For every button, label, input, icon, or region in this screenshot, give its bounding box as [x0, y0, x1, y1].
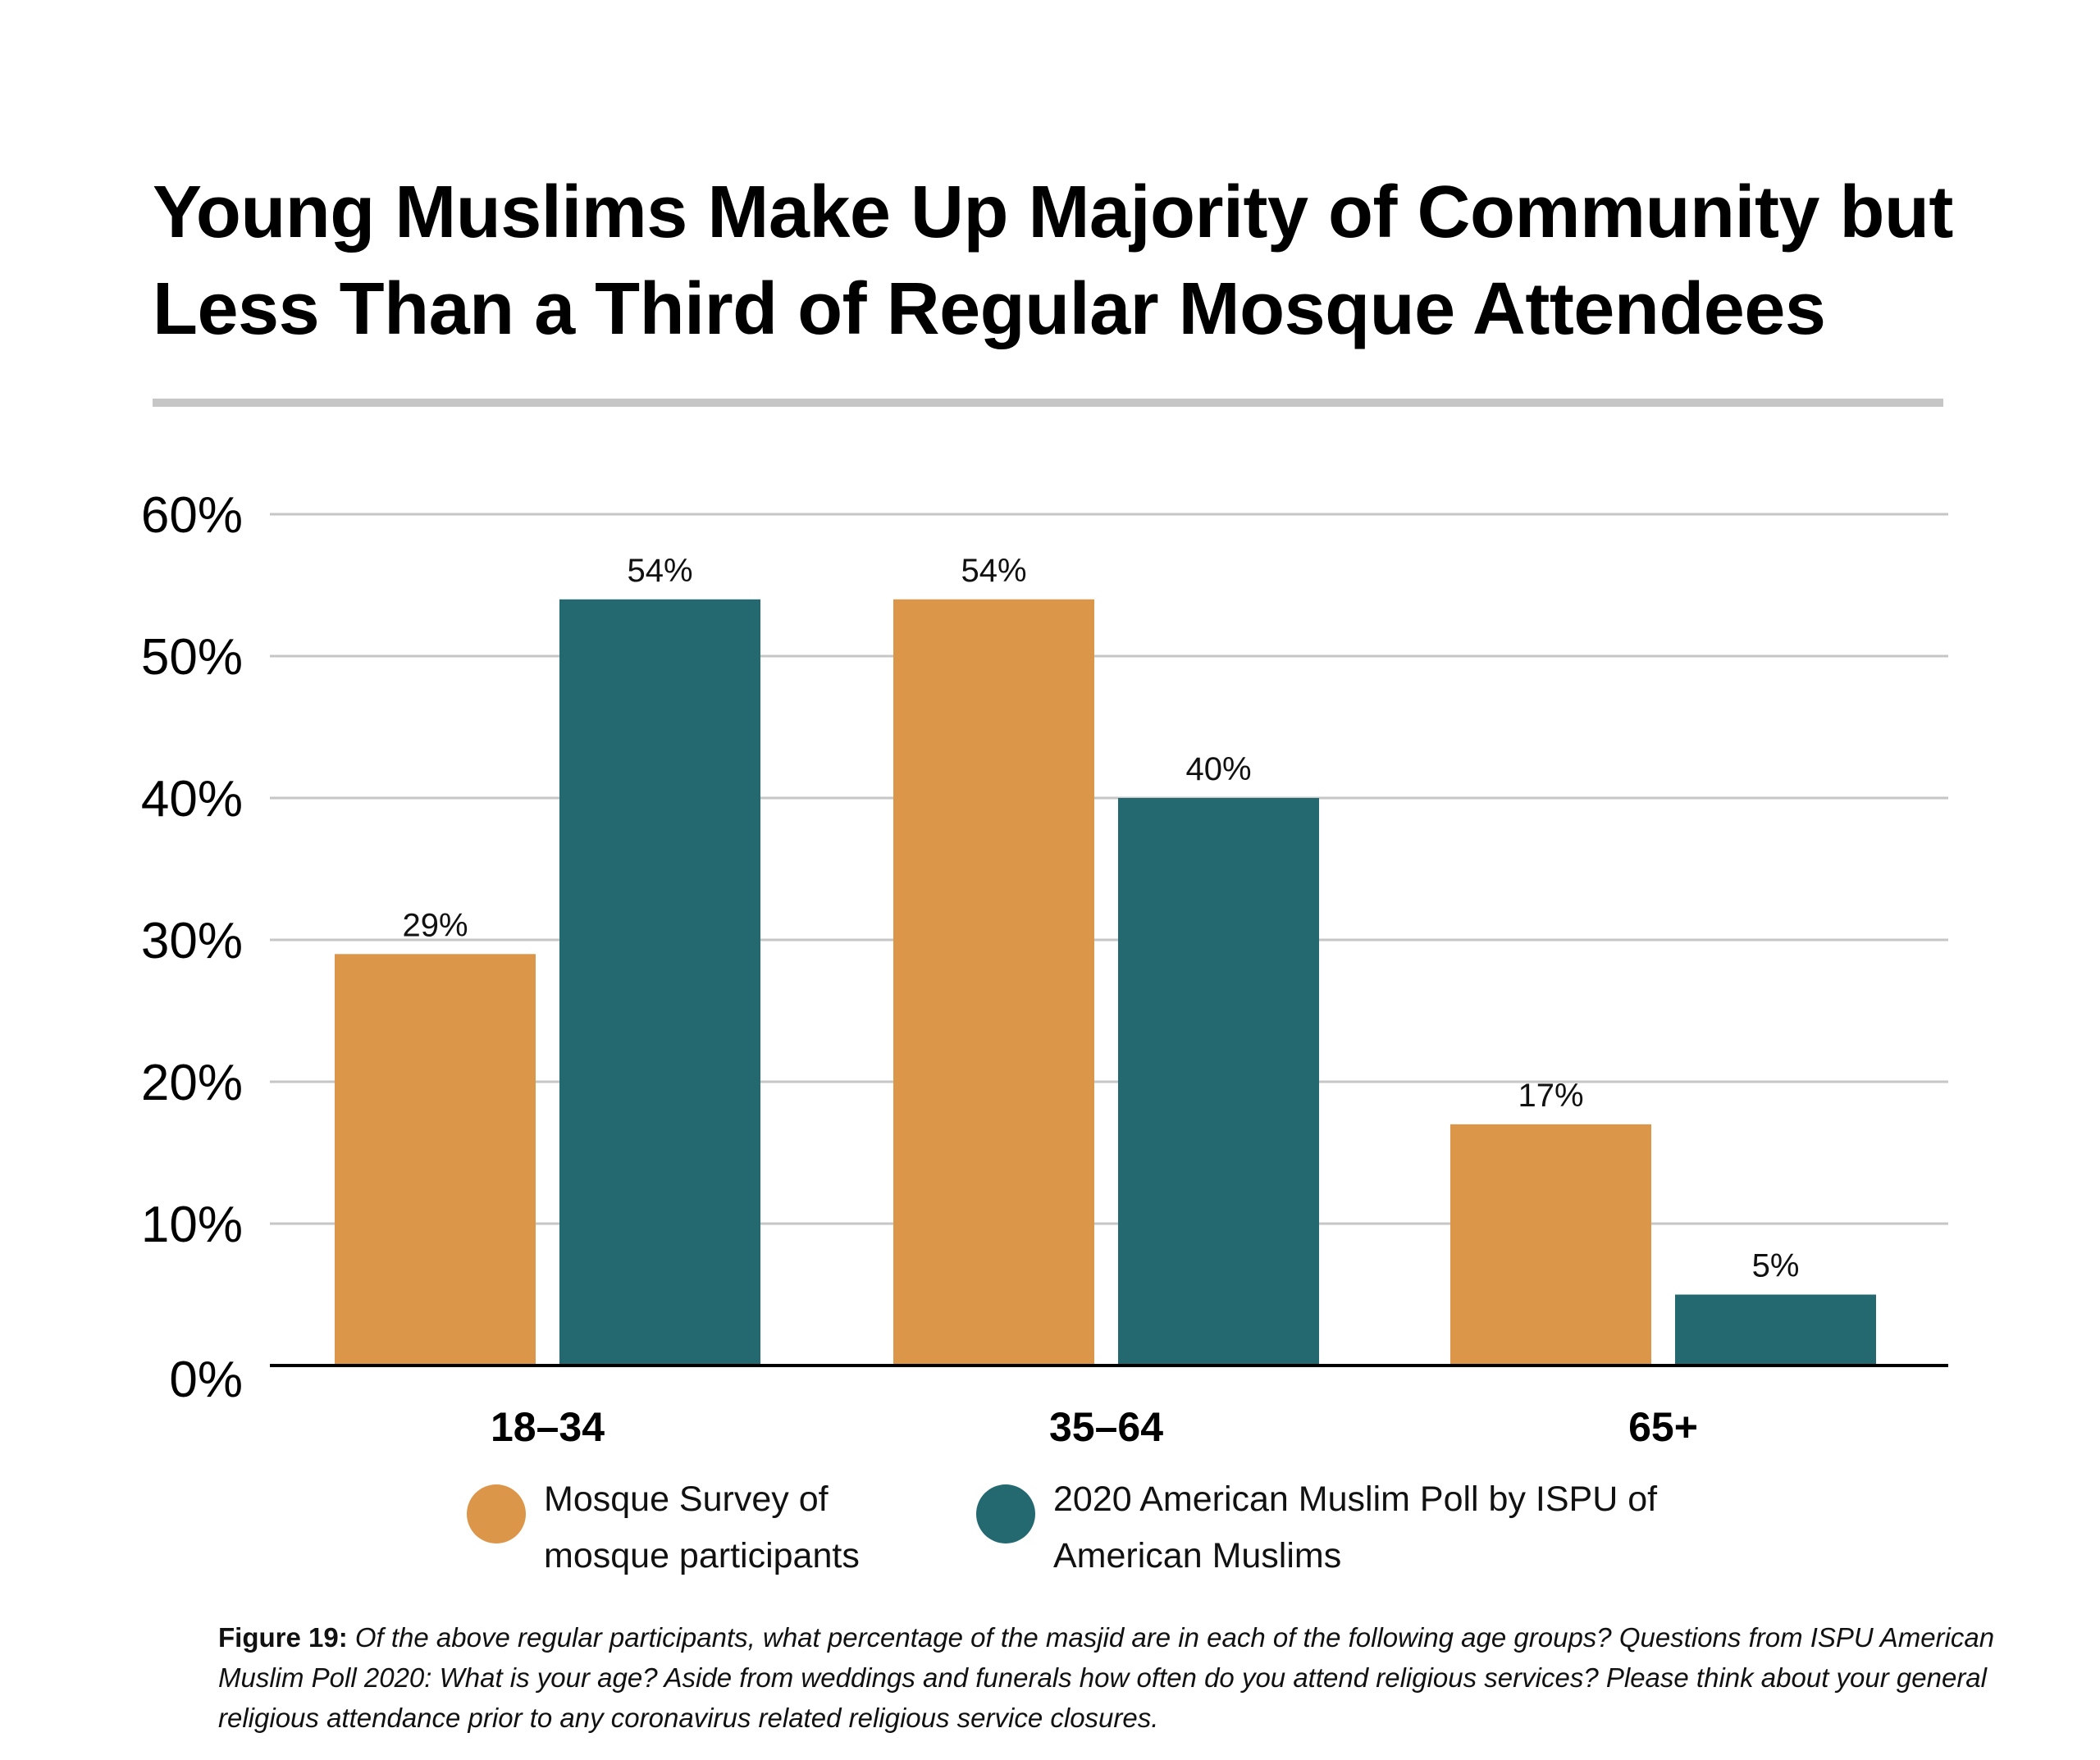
y-tick-label: 10%: [141, 1197, 243, 1253]
legend: Mosque Survey of mosque participants 202…: [0, 1476, 2100, 1599]
x-tick-label: 35–64: [1049, 1404, 1163, 1450]
bar-value-label: 29%: [402, 907, 468, 943]
bar-value-label: 17%: [1518, 1078, 1583, 1114]
bar-chart: 0% 10% 20% 30% 40% 50% 60% 29% 54% 54% 40% 17% 5% 1…: [141, 487, 1948, 1450]
gridlines: [270, 513, 1948, 1225]
legend-label: 2020 American Muslim Poll by ISPU of Ame…: [1053, 1471, 1657, 1584]
bars: [335, 599, 1876, 1366]
y-axis-ticks: 0% 10% 20% 30% 40% 50% 60%: [141, 487, 243, 1408]
bar-value-label: 40%: [1185, 751, 1251, 787]
legend-item-mosque-survey: Mosque Survey of mosque participants: [467, 1476, 860, 1584]
bar-ispu-poll: [1118, 798, 1319, 1366]
bar-mosque-survey: [1450, 1124, 1651, 1366]
legend-label-line: American Muslims: [1053, 1536, 1342, 1575]
legend-label: Mosque Survey of mosque participants: [544, 1471, 860, 1584]
legend-swatch-mosque-survey: [467, 1484, 526, 1543]
chart-title-line-1: Young Muslims Make Up Majority of Commun…: [153, 171, 1953, 253]
bar-value-label: 54%: [961, 553, 1026, 589]
y-tick-label: 40%: [141, 771, 243, 828]
legend-label-line: mosque participants: [544, 1536, 860, 1575]
legend-item-ispu-poll: 2020 American Muslim Poll by ISPU of Ame…: [976, 1476, 1657, 1584]
x-tick-label: 18–34: [491, 1404, 605, 1450]
legend-swatch-ispu-poll: [976, 1484, 1035, 1543]
x-axis-ticks: 18–34 35–64 65+: [491, 1404, 1698, 1450]
bar-value-labels: 29% 54% 54% 40% 17% 5%: [402, 553, 1799, 1284]
y-tick-label: 60%: [141, 487, 243, 544]
chart-title: Young Muslims Make Up Majority of Commun…: [153, 164, 1998, 358]
bar-mosque-survey: [893, 599, 1094, 1366]
legend-label-line: Mosque Survey of: [544, 1480, 829, 1519]
y-tick-label: 50%: [141, 629, 243, 686]
y-tick-label: 30%: [141, 913, 243, 969]
figure-caption: Figure 19: Of the above regular particip…: [218, 1617, 2072, 1738]
bar-ispu-poll: [559, 599, 760, 1366]
y-tick-label: 20%: [141, 1055, 243, 1111]
legend-label-line: 2020 American Muslim Poll by ISPU of: [1053, 1480, 1658, 1519]
bar-value-label: 5%: [1752, 1248, 1800, 1284]
y-tick-label: 0%: [169, 1352, 243, 1408]
title-divider: [153, 399, 1943, 407]
x-tick-label: 65+: [1628, 1404, 1698, 1450]
bar-value-label: 54%: [627, 553, 692, 589]
figure-label: Figure 19:: [218, 1622, 348, 1653]
bar-ispu-poll: [1675, 1294, 1876, 1366]
bar-mosque-survey: [335, 954, 536, 1366]
chart-title-line-2: Less Than a Third of Regular Mosque Atte…: [153, 268, 1826, 350]
figure-caption-text: Of the above regular participants, what …: [218, 1622, 1995, 1733]
